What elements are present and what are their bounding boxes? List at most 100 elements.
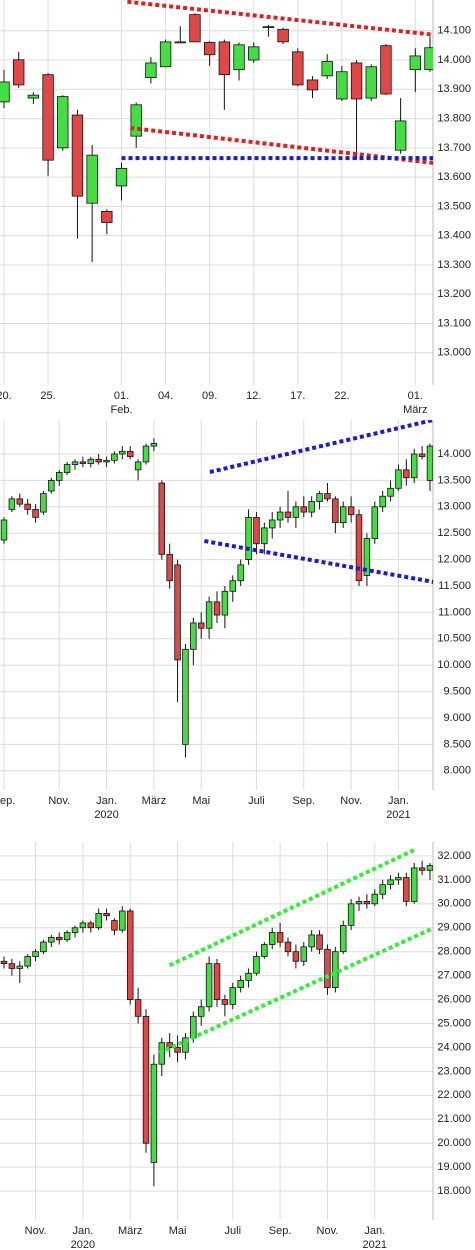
candle-body xyxy=(142,1015,150,1144)
candle-body xyxy=(409,55,421,71)
candle-body xyxy=(336,71,348,100)
x-tick-label: Sep. xyxy=(269,1225,292,1237)
x-tick-label: Mai xyxy=(169,1225,187,1237)
x-tick-label: Juli xyxy=(248,795,265,807)
y-tick-label: 13.500 xyxy=(437,200,471,212)
y-tick-label: 13.600 xyxy=(437,171,471,183)
candle-body xyxy=(347,506,355,516)
candle-body xyxy=(16,965,24,969)
x-tick-label: Nov. xyxy=(48,795,70,807)
candle-body xyxy=(101,210,113,223)
candle-body xyxy=(27,94,40,99)
candle-body xyxy=(95,458,102,463)
candle-body xyxy=(134,461,142,471)
x-tick-label: 01. xyxy=(408,390,423,402)
y-tick-label: 13.800 xyxy=(437,112,471,124)
candle-body xyxy=(347,903,355,926)
x-tick-label: Sep. xyxy=(292,795,315,807)
candle-body xyxy=(426,445,433,481)
candle-body xyxy=(150,443,158,447)
candle-body xyxy=(87,458,95,464)
candle-body xyxy=(355,514,363,582)
candle-body xyxy=(277,28,289,43)
candle-body xyxy=(71,114,84,197)
candle-body xyxy=(321,61,333,77)
candle-body xyxy=(292,51,304,86)
candle-body xyxy=(0,81,10,103)
x-tick-label: Juli xyxy=(225,1225,242,1237)
plot-area xyxy=(0,848,433,1187)
candle-body xyxy=(221,590,229,616)
y-tick-label: 13.000 xyxy=(437,501,471,513)
x-tick-sublabel: Feb. xyxy=(111,404,133,416)
candle-body xyxy=(350,62,363,100)
candle-body xyxy=(48,479,55,492)
candle-body xyxy=(292,951,300,962)
y-tick-label: 10.500 xyxy=(437,633,471,645)
candle-body xyxy=(355,901,363,905)
candle-body xyxy=(410,453,418,479)
y-tick-label: 12.500 xyxy=(437,527,471,539)
y-tick-label: 14.000 xyxy=(437,448,471,460)
candle-body xyxy=(182,648,189,745)
y-tick-label: 21.000 xyxy=(437,1113,471,1125)
x-tick-sublabel: März xyxy=(403,404,427,416)
candle-body xyxy=(166,1042,173,1048)
candle-body xyxy=(126,450,134,458)
candle-body xyxy=(63,464,71,473)
candle-body xyxy=(55,936,63,941)
candle-body xyxy=(203,42,216,56)
candle-body xyxy=(103,912,110,917)
plot-area xyxy=(0,0,433,263)
candle-body xyxy=(71,461,79,465)
y-tick-label: 28.000 xyxy=(437,946,471,958)
x-tick-label: Nov. xyxy=(340,795,362,807)
x-tick-label: Jan. xyxy=(364,1225,385,1237)
candle-body xyxy=(218,41,231,76)
candle-body xyxy=(134,999,142,1017)
candle-body xyxy=(13,59,25,86)
candle-body xyxy=(245,516,252,560)
candle-body xyxy=(221,999,229,1005)
x-tick-label: 01. xyxy=(114,390,129,402)
candle-body xyxy=(261,944,268,957)
candle-body xyxy=(245,972,252,981)
candle-body xyxy=(371,893,379,905)
y-tick-label: 26.000 xyxy=(437,993,471,1005)
y-tick-label: 22.000 xyxy=(437,1089,471,1101)
candle-body xyxy=(403,877,410,902)
candle-body xyxy=(403,469,410,479)
x-tick-label: Jan. xyxy=(96,795,117,807)
candle-body xyxy=(324,493,331,500)
candle-body xyxy=(32,951,39,957)
x-tick-label: Nov. xyxy=(25,1225,47,1237)
candle-body xyxy=(418,453,426,458)
candle-body xyxy=(276,932,284,943)
y-tick-label: 12.000 xyxy=(437,554,471,566)
candle-body xyxy=(284,511,292,518)
candle-body xyxy=(174,41,186,44)
candle-body xyxy=(126,910,134,1000)
trend-line xyxy=(127,0,433,37)
candle-body xyxy=(339,506,347,524)
y-tick-label: 14.000 xyxy=(437,54,471,66)
candle-body xyxy=(380,45,392,95)
candle-body xyxy=(79,461,87,464)
candle-body xyxy=(174,1047,181,1053)
candle-body xyxy=(379,495,386,508)
candle-body xyxy=(363,538,371,576)
x-tick-sublabel: 2021 xyxy=(363,1239,387,1250)
x-tick-label: 22. xyxy=(334,390,349,402)
candle-body xyxy=(233,44,245,71)
candle-body xyxy=(379,884,386,895)
candle-body xyxy=(363,901,371,905)
candle-body xyxy=(0,960,8,965)
candle-body xyxy=(300,946,308,962)
candle-body xyxy=(95,912,102,929)
candle-body xyxy=(8,963,16,969)
candle-body xyxy=(213,601,221,616)
y-tick-label: 11.500 xyxy=(438,580,471,592)
candle-body xyxy=(418,867,426,871)
candle-body xyxy=(87,922,95,929)
candle-body xyxy=(261,527,268,545)
